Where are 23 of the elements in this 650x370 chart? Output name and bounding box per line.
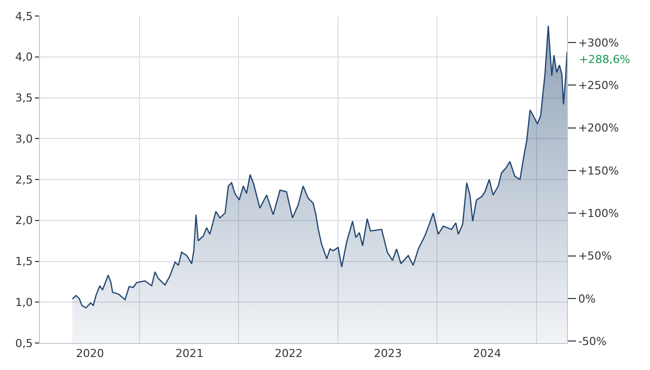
y2-tick-label: +100%: [578, 207, 619, 220]
y-tick-label: 4,5: [15, 10, 33, 23]
y-tick-label: 1,0: [15, 296, 33, 309]
y-tick-label: 2,5: [15, 173, 33, 186]
y2-tick-label: +250%: [578, 78, 619, 92]
y-tick-label: 2,0: [15, 214, 33, 228]
text: +288,6%: [579, 53, 630, 66]
y2-tick-label: +150%: [578, 164, 619, 178]
y-tick-label: 3,5: [15, 92, 33, 105]
y-tick-label: 0,5: [15, 336, 33, 350]
y2-tick-label: -50%: [578, 335, 607, 348]
y-tick-label: 3,0: [15, 132, 33, 146]
y-tick-label: 4,0: [15, 50, 33, 64]
x-tick-label: 2021: [175, 347, 204, 360]
y-tick-label: 1,5: [15, 255, 33, 268]
y2-tick-label: +50%: [578, 250, 612, 263]
x-tick-label: 2020: [76, 347, 104, 360]
y2-tick-label: +300%: [578, 36, 619, 50]
x-tick-label: 2024: [473, 347, 502, 360]
y2-tick-label: +200%: [578, 122, 619, 135]
y2-tick-label: 0%: [578, 292, 596, 306]
x-tick-label: 2022: [274, 347, 303, 360]
x-tick-label: 2023: [374, 347, 402, 360]
